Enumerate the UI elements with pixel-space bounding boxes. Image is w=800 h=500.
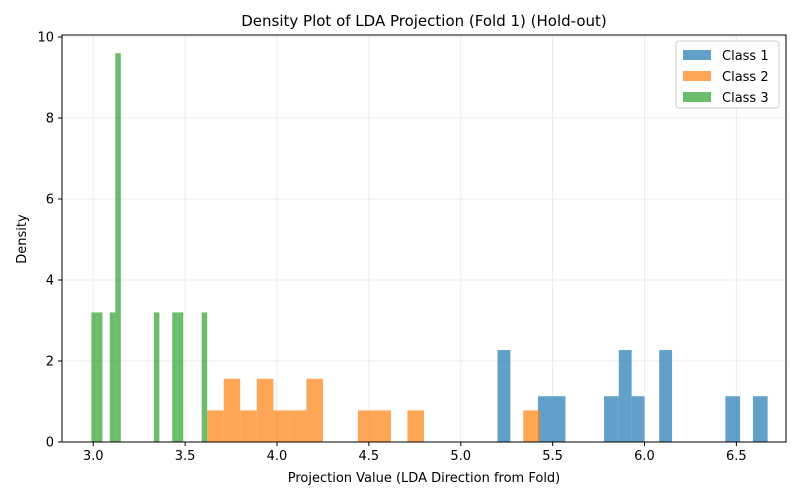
legend-label-class-3: Class 3 (722, 91, 769, 106)
histogram-bar-class-3 (177, 312, 184, 442)
histogram-bar-class-3 (109, 312, 116, 442)
histogram-bars (91, 53, 768, 443)
plot-frame (61, 34, 787, 443)
y-tick-label: 10 (37, 31, 54, 46)
histogram-bar-class-3 (153, 312, 160, 442)
histogram-bar-class-2 (357, 410, 375, 442)
histogram-bar-class-3 (201, 312, 208, 442)
legend: Class 1 Class 2 Class 3 (675, 40, 780, 109)
x-axis-label: Projection Value (LDA Direction from Fol… (288, 471, 561, 486)
histogram-bar-class-2 (240, 410, 257, 442)
chart-title: Density Plot of LDA Projection (Fold 1) … (241, 12, 607, 30)
histogram-bar-class-2 (273, 410, 290, 442)
histogram-bar-class-1 (752, 396, 768, 442)
histogram-bar-class-3 (91, 312, 97, 442)
y-tick-label: 2 (46, 355, 54, 370)
histogram-bar-class-2 (289, 410, 307, 442)
histogram-bar-class-2 (523, 410, 540, 442)
histogram-bar-class-2 (256, 378, 274, 442)
x-tick-label: 5.5 (542, 449, 563, 464)
histogram-bar-class-2 (223, 378, 241, 442)
histogram-bar-class-3 (96, 312, 103, 442)
histogram-bar-class-2 (306, 378, 323, 442)
histogram-bar-class-1 (537, 396, 553, 442)
x-tick-label: 3.0 (83, 449, 104, 464)
histogram-bar-class-3 (115, 53, 121, 443)
histogram-bar-class-2 (407, 410, 424, 442)
histogram-bar-class-2 (207, 410, 224, 442)
histogram-bar-class-1 (497, 350, 511, 442)
histogram-bar-class-1 (631, 396, 645, 442)
histogram-bar-class-2 (374, 410, 391, 442)
y-tick-label: 0 (46, 436, 54, 451)
legend-label-class-2: Class 2 (722, 70, 769, 85)
x-tick-label: 4.0 (267, 449, 288, 464)
legend-swatch-class-1 (683, 50, 711, 60)
x-axis: 3.0 3.5 4.0 4.5 5.0 5.5 6.0 6.5 (83, 442, 747, 464)
x-tick-label: 3.5 (175, 449, 196, 464)
x-tick-label: 5.0 (450, 449, 471, 464)
histogram-bar-class-1 (618, 350, 632, 442)
legend-swatch-class-3 (683, 92, 711, 102)
histogram-bar-class-3 (172, 312, 178, 442)
y-tick-label: 8 (46, 112, 54, 127)
y-tick-label: 4 (46, 274, 54, 289)
x-tick-label: 6.0 (634, 449, 655, 464)
x-tick-label: 4.5 (359, 449, 380, 464)
x-tick-label: 6.5 (726, 449, 747, 464)
legend-label-class-1: Class 1 (722, 49, 769, 64)
y-axis: 0 2 4 6 8 10 (37, 31, 62, 451)
y-tick-label: 6 (46, 193, 54, 208)
histogram-bar-class-1 (604, 396, 619, 442)
histogram-bar-class-1 (659, 350, 673, 442)
y-axis-label: Density (15, 214, 30, 264)
histogram-bar-class-1 (725, 396, 741, 442)
legend-swatch-class-2 (683, 71, 711, 81)
histogram-bar-class-1 (552, 396, 566, 442)
